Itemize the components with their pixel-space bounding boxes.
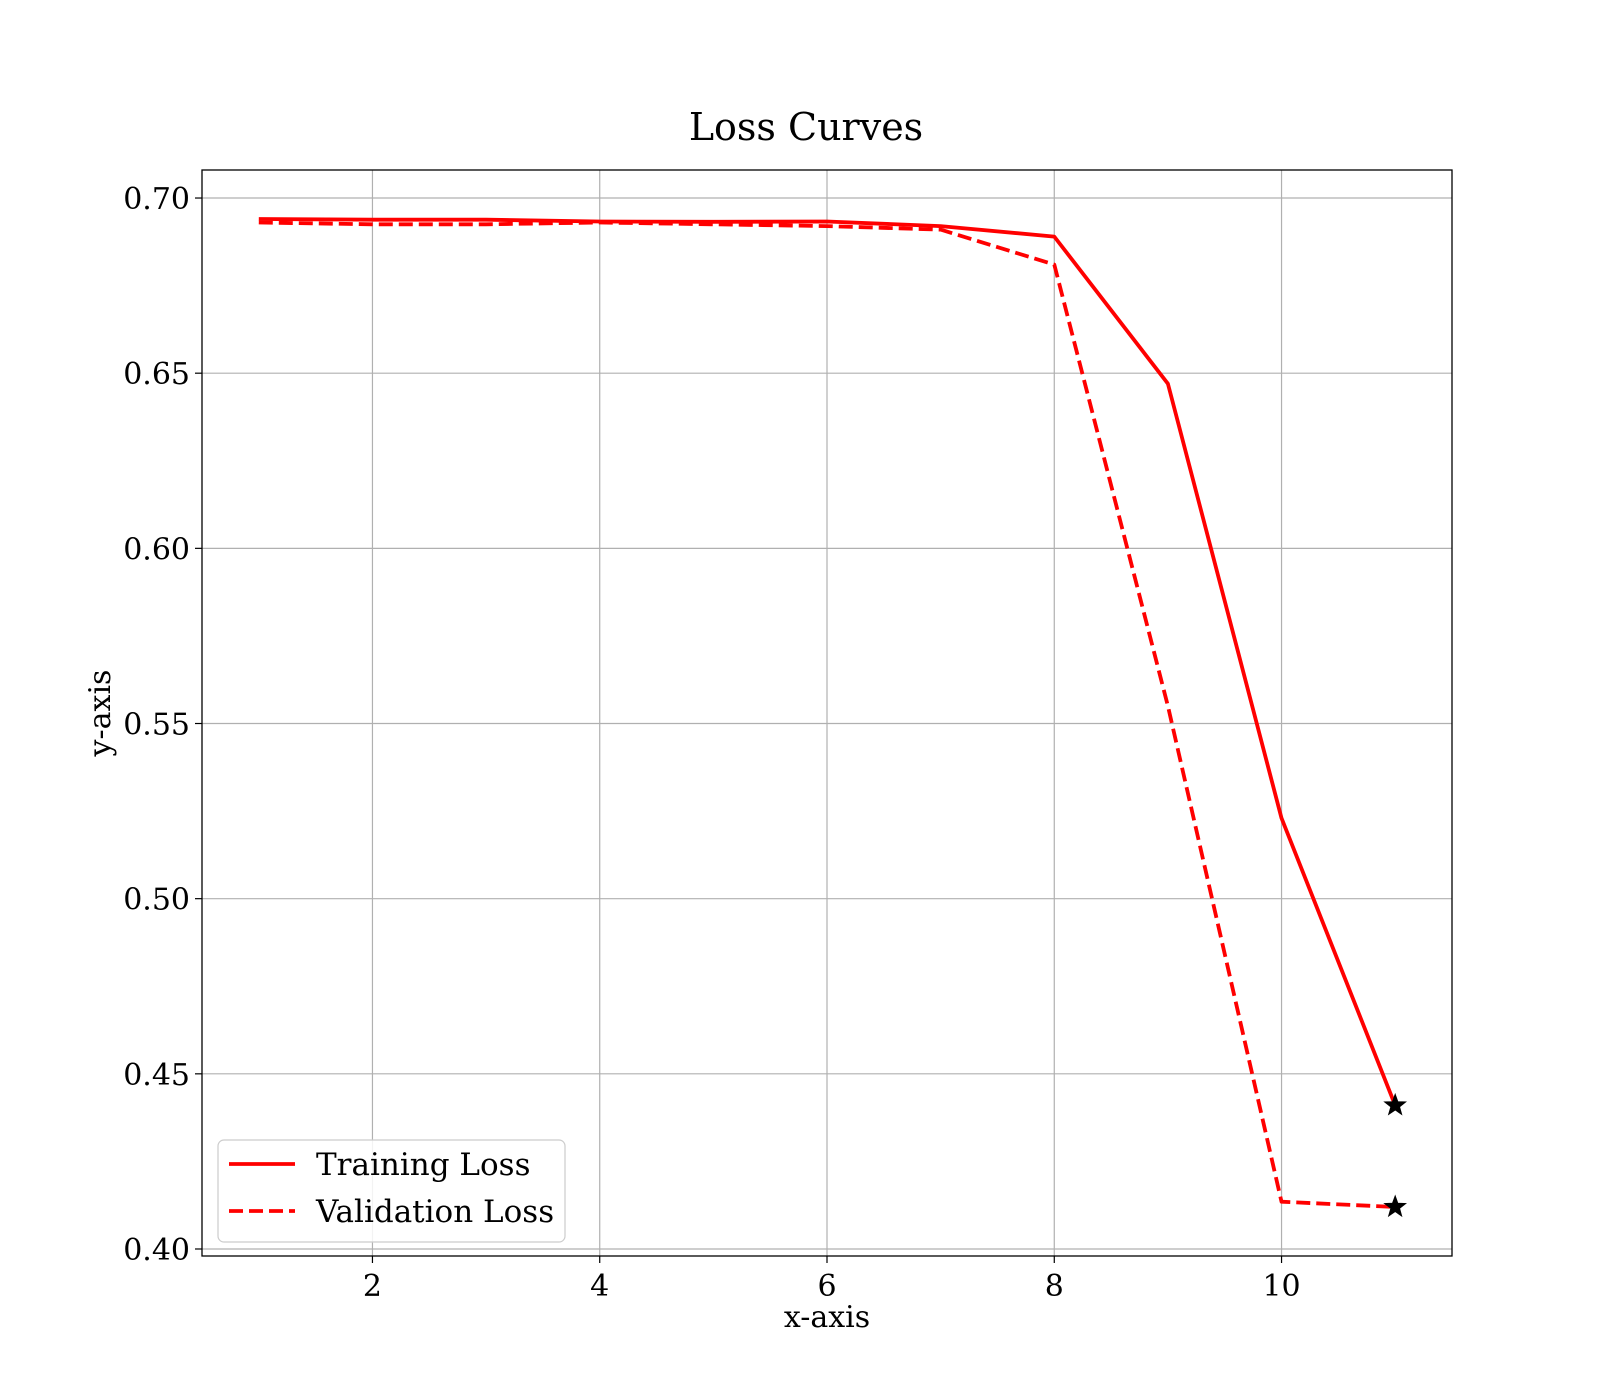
end-markers bbox=[1383, 1092, 1407, 1218]
star-marker bbox=[1383, 1092, 1407, 1116]
star-marker bbox=[1383, 1194, 1407, 1218]
legend-box bbox=[217, 1139, 566, 1243]
x-tick-label: 6 bbox=[817, 1269, 836, 1304]
x-tick-label: 10 bbox=[1262, 1269, 1300, 1304]
chart-title: Loss Curves bbox=[689, 105, 923, 149]
legend-label-training: Training Loss bbox=[316, 1147, 531, 1183]
validation-loss-line bbox=[258, 220, 1396, 1209]
x-axis-label: x-axis bbox=[784, 1300, 870, 1335]
grid bbox=[202, 170, 1452, 1256]
legend-label-validation: Validation Loss bbox=[315, 1194, 554, 1230]
axis-ticks: 2 4 6 8 10 0.40 0.45 0.50 0.55 0.60 0.65 0.70 bbox=[123, 182, 1300, 1304]
y-tick-label: 0.65 bbox=[123, 357, 190, 392]
y-axis-label: y-axis bbox=[83, 670, 118, 758]
y-tick-label: 0.40 bbox=[123, 1233, 190, 1268]
y-tick-label: 0.50 bbox=[123, 883, 190, 918]
legend: Training Loss Validation Loss bbox=[217, 1139, 566, 1243]
training-loss-line bbox=[258, 217, 1397, 1107]
x-tick-label: 4 bbox=[590, 1269, 609, 1304]
y-tick-label: 0.55 bbox=[123, 708, 190, 743]
y-tick-label: 0.60 bbox=[123, 532, 190, 567]
x-tick-label: 2 bbox=[363, 1269, 382, 1304]
x-tick-label: 8 bbox=[1045, 1269, 1064, 1304]
plot-lines bbox=[258, 217, 1397, 1209]
y-tick-label: 0.45 bbox=[123, 1058, 190, 1093]
y-tick-label: 0.70 bbox=[123, 182, 190, 217]
